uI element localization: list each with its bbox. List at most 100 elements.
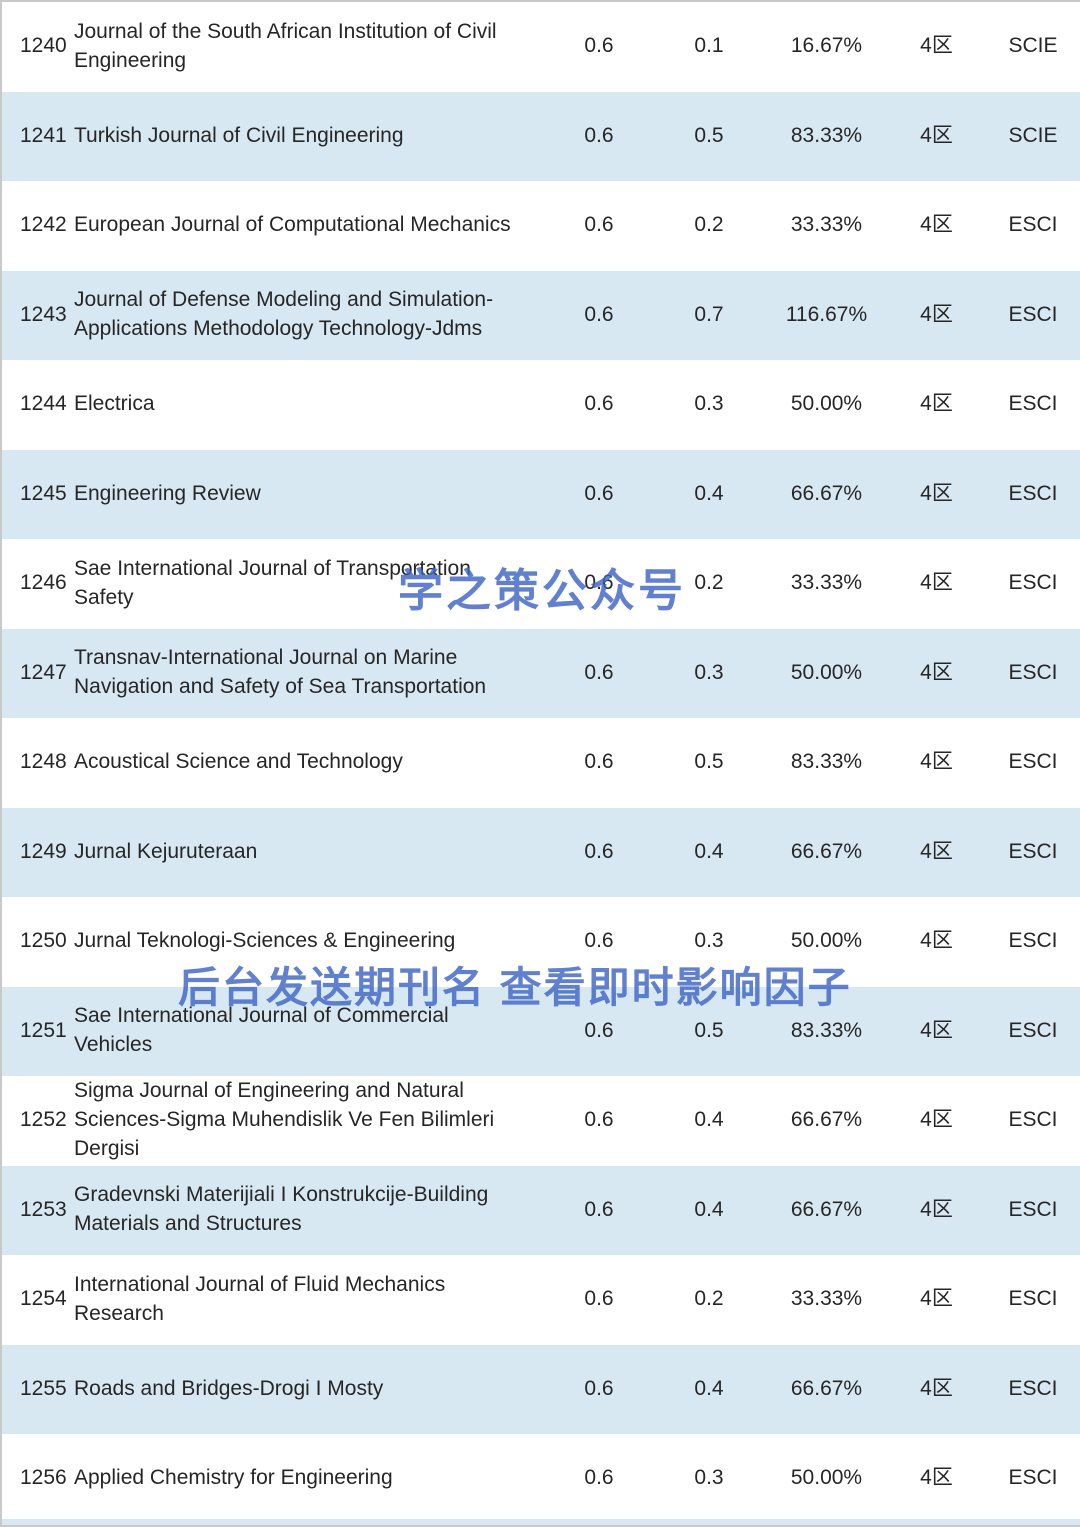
cell-percent: 50.00% xyxy=(790,392,863,416)
cell-rank: 1249 xyxy=(20,839,67,863)
cell-percent: 83.33% xyxy=(790,1018,863,1042)
table-row: 1256 Applied Chemistry for Engineering 0… xyxy=(2,1434,1080,1524)
cell-index-type: ESCI xyxy=(1008,839,1058,863)
table-row: 1250 Jurnal Teknologi-Sciences & Enginee… xyxy=(2,897,1080,987)
cell-journal-name: Turkish Journal of Civil Engineering xyxy=(74,123,404,147)
cell-value-1: 0.6 xyxy=(584,929,614,953)
cell-value-2: 0.2 xyxy=(694,1287,724,1311)
cell-rank: 1255 xyxy=(20,1376,67,1400)
cell-value-2: 0.7 xyxy=(694,302,724,326)
cell-journal-name: International Journal of Fluid Mechanics… xyxy=(74,1272,446,1325)
table-row: 1255 Roads and Bridges-Drogi I Mosty 0.6… xyxy=(2,1344,1080,1434)
cell-percent: 83.33% xyxy=(790,750,863,774)
cell-rank: 1245 xyxy=(20,481,67,505)
cell-value-2: 0.2 xyxy=(694,213,724,237)
cell-percent: 50.00% xyxy=(790,660,863,684)
cell-zone: 4区 xyxy=(920,1287,953,1311)
cell-index-type: ESCI xyxy=(1008,750,1058,774)
cell-zone: 4区 xyxy=(920,750,953,774)
cell-value-2: 0.5 xyxy=(694,123,724,147)
cell-value-1: 0.6 xyxy=(584,1197,614,1221)
partial-next-row xyxy=(2,1519,1080,1525)
cell-journal-name: Sae International Journal of Commercial … xyxy=(74,1004,449,1057)
cell-zone: 4区 xyxy=(920,1018,953,1042)
cell-value-1: 0.6 xyxy=(584,481,614,505)
cell-journal-name: Jurnal Teknologi-Sciences & Engineering xyxy=(74,929,456,953)
cell-index-type: SCIE xyxy=(1008,123,1058,147)
cell-percent: 66.67% xyxy=(790,1376,863,1400)
cell-value-2: 0.3 xyxy=(694,929,724,953)
cell-rank: 1240 xyxy=(20,34,67,58)
cell-zone: 4区 xyxy=(920,660,953,684)
cell-value-2: 0.4 xyxy=(694,839,724,863)
cell-value-2: 0.2 xyxy=(694,571,724,595)
cell-value-1: 0.6 xyxy=(584,213,614,237)
cell-rank: 1253 xyxy=(20,1197,67,1221)
cell-percent: 83.33% xyxy=(790,123,863,147)
cell-rank: 1241 xyxy=(20,123,67,147)
cell-value-1: 0.6 xyxy=(584,1287,614,1311)
table-row: 1247 Transnav-International Journal on M… xyxy=(2,628,1080,718)
cell-index-type: SCIE xyxy=(1008,34,1058,58)
cell-zone: 4区 xyxy=(920,1466,953,1490)
cell-rank: 1254 xyxy=(20,1287,67,1311)
table-row: 1251 Sae International Journal of Commer… xyxy=(2,986,1080,1076)
cell-index-type: ESCI xyxy=(1008,1466,1058,1490)
cell-value-1: 0.6 xyxy=(584,302,614,326)
cell-journal-name: Acoustical Science and Technology xyxy=(74,750,403,774)
cell-value-2: 0.4 xyxy=(694,481,724,505)
cell-index-type: ESCI xyxy=(1008,213,1058,237)
cell-zone: 4区 xyxy=(920,481,953,505)
cell-value-2: 0.5 xyxy=(694,1018,724,1042)
cell-rank: 1246 xyxy=(20,571,67,595)
cell-value-1: 0.6 xyxy=(584,1108,614,1132)
cell-journal-name: Sae International Journal of Transportat… xyxy=(74,556,471,609)
cell-journal-name: Gradevnski Materijiali I Konstrukcije-Bu… xyxy=(74,1183,489,1236)
cell-rank: 1256 xyxy=(20,1466,67,1490)
cell-journal-name: Electrica xyxy=(74,392,155,416)
cell-journal-name: Journal of Defense Modeling and Simulati… xyxy=(74,288,494,341)
cell-journal-name: Transnav-International Journal on Marine… xyxy=(74,646,487,699)
table-row: 1253 Gradevnski Materijiali I Konstrukci… xyxy=(2,1165,1080,1255)
cell-rank: 1251 xyxy=(20,1018,67,1042)
cell-rank: 1250 xyxy=(20,929,67,953)
cell-percent: 66.67% xyxy=(790,1108,863,1132)
cell-zone: 4区 xyxy=(920,929,953,953)
cell-zone: 4区 xyxy=(920,302,953,326)
table-row: 1243 Journal of Defense Modeling and Sim… xyxy=(2,270,1080,360)
cell-index-type: ESCI xyxy=(1008,1287,1058,1311)
cell-value-2: 0.5 xyxy=(694,750,724,774)
table-row: 1245 Engineering Review 0.6 0.4 66.67% 4… xyxy=(2,449,1080,539)
cell-index-type: ESCI xyxy=(1008,302,1058,326)
cell-value-1: 0.6 xyxy=(584,660,614,684)
cell-value-2: 0.4 xyxy=(694,1376,724,1400)
cell-index-type: ESCI xyxy=(1008,571,1058,595)
cell-value-1: 0.6 xyxy=(584,34,614,58)
cell-index-type: ESCI xyxy=(1008,1108,1058,1132)
cell-rank: 1242 xyxy=(20,213,67,237)
cell-value-1: 0.6 xyxy=(584,123,614,147)
table-row: 1248 Acoustical Science and Technology 0… xyxy=(2,718,1080,808)
cell-index-type: ESCI xyxy=(1008,660,1058,684)
cell-value-1: 0.6 xyxy=(584,1466,614,1490)
cell-percent: 50.00% xyxy=(790,1466,863,1490)
table-row: 1244 Electrica 0.6 0.3 50.00% 4区 ESCI xyxy=(2,360,1080,450)
cell-zone: 4区 xyxy=(920,213,953,237)
table-row: 1254 International Journal of Fluid Mech… xyxy=(2,1255,1080,1345)
cell-percent: 33.33% xyxy=(790,571,863,595)
cell-value-2: 0.4 xyxy=(694,1108,724,1132)
cell-journal-name: Jurnal Kejuruteraan xyxy=(74,839,258,863)
cell-value-2: 0.1 xyxy=(694,34,724,58)
cell-index-type: ESCI xyxy=(1008,1018,1058,1042)
cell-index-type: ESCI xyxy=(1008,1197,1058,1221)
cell-value-1: 0.6 xyxy=(584,392,614,416)
cell-percent: 66.67% xyxy=(790,481,863,505)
cell-index-type: ESCI xyxy=(1008,929,1058,953)
table-row: 1246 Sae International Journal of Transp… xyxy=(2,539,1080,629)
cell-value-2: 0.3 xyxy=(694,1466,724,1490)
cell-percent: 16.67% xyxy=(790,34,863,58)
cell-percent: 33.33% xyxy=(790,1287,863,1311)
cell-rank: 1248 xyxy=(20,750,67,774)
